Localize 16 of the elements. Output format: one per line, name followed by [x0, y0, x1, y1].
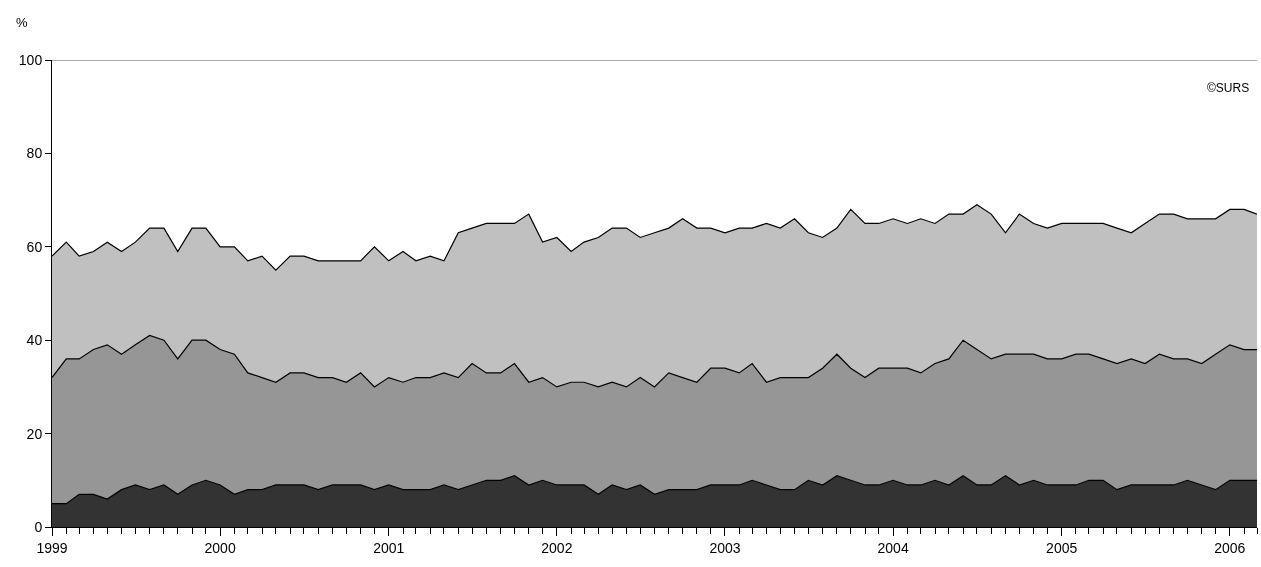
x-tick-label: 1999	[36, 539, 68, 556]
y-tick-label: 0	[34, 518, 43, 535]
x-tick-label: 2004	[877, 539, 909, 556]
y-tick-label: 20	[26, 425, 43, 442]
y-tick-label: 60	[26, 238, 43, 255]
y-tick-label: 100	[18, 51, 43, 68]
annotation: ©SURS	[1207, 81, 1250, 95]
x-tick-label: 2003	[709, 539, 741, 556]
x-tick-label: 2006	[1214, 539, 1246, 556]
x-tick-label: 2001	[373, 539, 405, 556]
y-tick-label: 80	[26, 145, 43, 162]
x-tick-label: 2000	[204, 539, 236, 556]
y-axis-title: %	[16, 15, 28, 30]
x-tick-label: 2002	[541, 539, 573, 556]
x-tick-label: 2005	[1046, 539, 1078, 556]
y-tick-label: 40	[26, 332, 43, 349]
